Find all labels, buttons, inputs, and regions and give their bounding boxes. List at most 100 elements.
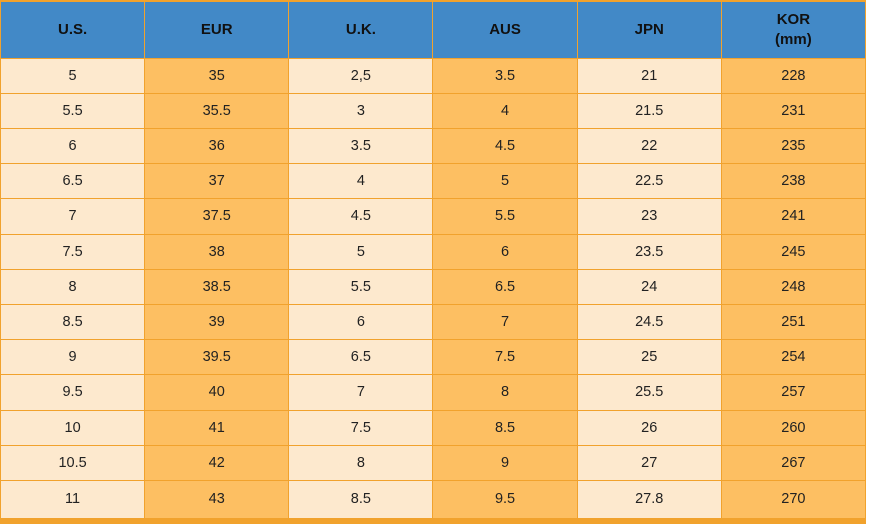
table-cell: 3.5	[288, 127, 434, 165]
column-header-jpn: JPN	[576, 0, 722, 59]
column-header-label: JPN	[634, 21, 664, 38]
table-cell: 10.5	[0, 444, 146, 481]
table-cell: 6	[0, 127, 146, 165]
column-header-kor: KOR (mm)	[720, 0, 867, 59]
table-cell: 9	[0, 339, 146, 376]
column-header-label: U.K.	[345, 21, 376, 38]
table-cell: 10	[0, 409, 146, 446]
table-cell: 43	[144, 479, 290, 522]
table-cell: 37.5	[144, 198, 290, 235]
table-cell: 5	[0, 57, 146, 94]
column-header-label: EUR	[200, 21, 233, 38]
table-cell: 21.5	[576, 92, 722, 129]
table-cell: 11	[0, 479, 146, 522]
table-cell: 27.8	[576, 479, 722, 522]
table-cell: 36	[144, 127, 290, 165]
table-cell: 22	[576, 127, 722, 165]
table-row: 8 38.5 5.5 6.5 24 248	[0, 268, 867, 305]
table-cell: 241	[720, 198, 867, 235]
table-row: 9.5 40 7 8 25.5 257	[0, 374, 867, 411]
table-cell: 7	[432, 303, 578, 341]
table-cell: 5.5	[0, 92, 146, 129]
table-row: 10 41 7.5 8.5 26 260	[0, 409, 867, 446]
table-cell: 235	[720, 127, 867, 165]
column-header-aus: AUS	[432, 0, 578, 59]
table-cell: 8	[0, 268, 146, 305]
table-cell: 231	[720, 92, 867, 129]
table-cell: 6.5	[288, 339, 434, 376]
column-header-uk: U.K.	[288, 0, 434, 59]
table-cell: 6.5	[0, 163, 146, 200]
table-cell: 6.5	[432, 268, 578, 305]
table-cell: 8	[432, 374, 578, 411]
table-cell: 8.5	[288, 479, 434, 522]
table-row: 6.5 37 4 5 22.5 238	[0, 163, 867, 200]
table-cell: 257	[720, 374, 867, 411]
table-cell: 228	[720, 57, 867, 94]
table-cell: 35.5	[144, 92, 290, 129]
table-cell: 25	[576, 339, 722, 376]
table-cell: 7.5	[432, 339, 578, 376]
column-header-label: AUS	[489, 21, 521, 38]
table-cell: 5.5	[432, 198, 578, 235]
table-cell: 24	[576, 268, 722, 305]
table-body: 5 35 2,5 3.5 21 228 5.5 35.5 3 4 21.5 23…	[0, 57, 867, 522]
table-cell: 4	[288, 163, 434, 200]
table-cell: 8.5	[432, 409, 578, 446]
table-cell: 254	[720, 339, 867, 376]
table-cell: 7	[0, 198, 146, 235]
table-cell: 251	[720, 303, 867, 341]
table-cell: 9	[432, 444, 578, 481]
table-cell: 6	[432, 233, 578, 270]
table-cell: 2,5	[288, 57, 434, 94]
table-row: 5.5 35.5 3 4 21.5 231	[0, 92, 867, 129]
table-cell: 23.5	[576, 233, 722, 270]
table-cell: 23	[576, 198, 722, 235]
table-cell: 39.5	[144, 339, 290, 376]
column-header-us: U.S.	[0, 0, 146, 59]
table-cell: 238	[720, 163, 867, 200]
table-row: 9 39.5 6.5 7.5 25 254	[0, 339, 867, 376]
table-cell: 260	[720, 409, 867, 446]
table-row: 10.5 42 8 9 27 267	[0, 444, 867, 481]
table-cell: 6	[288, 303, 434, 341]
table-cell: 38.5	[144, 268, 290, 305]
column-header-sublabel: (mm)	[775, 30, 812, 48]
table-cell: 41	[144, 409, 290, 446]
table-cell: 37	[144, 163, 290, 200]
table-cell: 5	[432, 163, 578, 200]
table-cell: 24.5	[576, 303, 722, 341]
table-cell: 25.5	[576, 374, 722, 411]
table-cell: 21	[576, 57, 722, 94]
table-cell: 3.5	[432, 57, 578, 94]
table-cell: 39	[144, 303, 290, 341]
table-cell: 5	[288, 233, 434, 270]
column-header-label: U.S.	[57, 21, 88, 38]
table-row: 7 37.5 4.5 5.5 23 241	[0, 198, 867, 235]
table-cell: 9.5	[432, 479, 578, 522]
table-row: 6 36 3.5 4.5 22 235	[0, 127, 867, 165]
table-cell: 35	[144, 57, 290, 94]
header-row: U.S. EUR U.K. AUS JPN KOR (mm)	[0, 0, 867, 59]
table-cell: 267	[720, 444, 867, 481]
table-cell: 22.5	[576, 163, 722, 200]
table-cell: 42	[144, 444, 290, 481]
table-cell: 4.5	[288, 198, 434, 235]
table-row: 7.5 38 5 6 23.5 245	[0, 233, 867, 270]
table-cell: 4.5	[432, 127, 578, 165]
column-header-label: KOR	[776, 11, 811, 29]
table-cell: 8	[288, 444, 434, 481]
table-row: 8.5 39 6 7 24.5 251	[0, 303, 867, 341]
table-cell: 38	[144, 233, 290, 270]
table-header: U.S. EUR U.K. AUS JPN KOR (mm)	[0, 0, 867, 59]
table-cell: 245	[720, 233, 867, 270]
table-cell: 248	[720, 268, 867, 305]
table-cell: 27	[576, 444, 722, 481]
table-row: 5 35 2,5 3.5 21 228	[0, 57, 867, 94]
table-cell: 26	[576, 409, 722, 446]
table-cell: 3	[288, 92, 434, 129]
table-row: 11 43 8.5 9.5 27.8 270	[0, 479, 867, 522]
table-cell: 7.5	[288, 409, 434, 446]
table-cell: 270	[720, 479, 867, 522]
